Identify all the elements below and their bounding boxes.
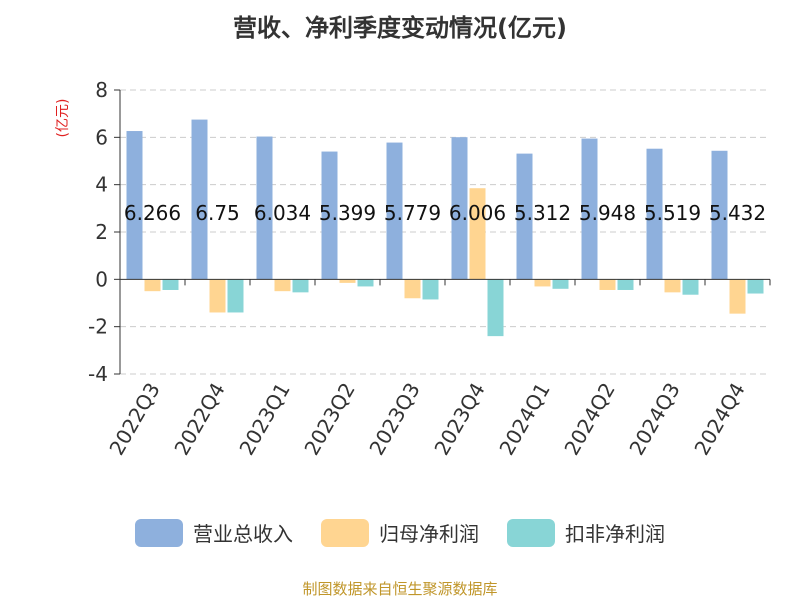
bar-net-profit [729, 279, 746, 314]
bar-net-profit [664, 279, 681, 293]
bar-net-profit [469, 188, 486, 280]
bar-net-profit [404, 279, 421, 299]
bar-revenue [516, 153, 533, 280]
x-tick-label: 2024Q4 [689, 379, 749, 460]
legend-swatch-net-profit [321, 518, 369, 547]
x-tick-label: 2023Q4 [429, 379, 489, 460]
legend-label-deducted-profit: 扣非净利润 [565, 522, 665, 546]
bar-deducted-profit [422, 279, 439, 300]
legend-label-net-profit: 归母净利润 [379, 522, 479, 546]
y-tick-label: -2 [88, 315, 108, 339]
bars-layer [126, 119, 764, 337]
legend-item-net-profit[interactable]: 归母净利润 [321, 518, 479, 547]
bar-net-profit [144, 279, 161, 292]
data-label-revenue: 5.779 [384, 201, 441, 225]
data-label-revenue: 5.519 [644, 201, 701, 225]
y-tick-label: -4 [88, 362, 108, 386]
y-tick-label: 6 [95, 125, 108, 149]
data-label-revenue: 6.006 [449, 201, 506, 225]
x-tick-label: 2024Q3 [624, 379, 684, 460]
data-label-revenue: 6.034 [254, 201, 311, 225]
bar-deducted-profit [552, 279, 569, 289]
legend-item-revenue[interactable]: 营业总收入 [135, 518, 293, 547]
legend-item-deducted-profit[interactable]: 扣非净利润 [507, 518, 665, 547]
bar-revenue [581, 138, 598, 280]
x-tick-label: 2024Q2 [559, 379, 619, 460]
bar-revenue [386, 142, 403, 280]
bar-revenue [256, 136, 273, 280]
bar-revenue [711, 150, 728, 280]
grid-layer [120, 89, 770, 375]
data-label-revenue: 6.266 [124, 201, 181, 225]
x-tick-label: 2024Q1 [494, 379, 554, 460]
bar-net-profit [209, 279, 226, 313]
y-axis-label: (亿元) [55, 99, 71, 138]
bar-deducted-profit [747, 279, 764, 294]
x-tick-label: 2022Q3 [104, 379, 164, 460]
y-tick-label: 4 [95, 173, 108, 197]
bar-deducted-profit [682, 279, 699, 295]
legend: 营业总收入 归母净利润 扣非净利润 [0, 518, 800, 547]
y-tick-label: 2 [95, 220, 108, 244]
legend-label-revenue: 营业总收入 [193, 522, 293, 546]
x-tick-label: 2023Q3 [364, 379, 424, 460]
x-tick-label: 2023Q2 [299, 379, 359, 460]
bar-revenue [126, 131, 143, 280]
bar-revenue [451, 137, 468, 280]
bar-deducted-profit [487, 279, 504, 337]
bar-revenue [321, 151, 338, 280]
bar-net-profit [599, 279, 616, 290]
data-label-revenue: 5.312 [514, 201, 571, 225]
data-label-revenue: 5.432 [709, 201, 766, 225]
data-label-revenue: 5.399 [319, 201, 376, 225]
legend-swatch-revenue [135, 518, 183, 547]
bar-deducted-profit [227, 279, 244, 313]
source-footer: 制图数据来自恒生聚源数据库 [302, 580, 498, 598]
labels-layer: 6.266 6.75 6.034 5.399 5.779 6.006 5.312 5.948 5… [124, 201, 766, 225]
bar-net-profit [534, 279, 551, 287]
bar-deducted-profit [357, 279, 374, 287]
bar-revenue [646, 148, 663, 280]
bar-deducted-profit [292, 279, 309, 293]
data-label-revenue: 5.948 [579, 201, 636, 225]
x-tick-label: 2023Q1 [234, 379, 294, 460]
data-label-revenue: 6.75 [195, 201, 240, 225]
legend-swatch-deducted-profit [507, 518, 555, 547]
y-tick-label: 0 [95, 267, 108, 291]
chart-title: 营收、净利季度变动情况(亿元) [233, 14, 567, 42]
bar-deducted-profit [162, 279, 179, 290]
bar-deducted-profit [617, 279, 634, 290]
bar-net-profit [274, 279, 291, 292]
x-tick-label: 2022Q4 [169, 379, 229, 460]
y-tick-label: 8 [95, 78, 108, 102]
bar-revenue [191, 119, 208, 280]
bar-net-profit [339, 279, 356, 283]
